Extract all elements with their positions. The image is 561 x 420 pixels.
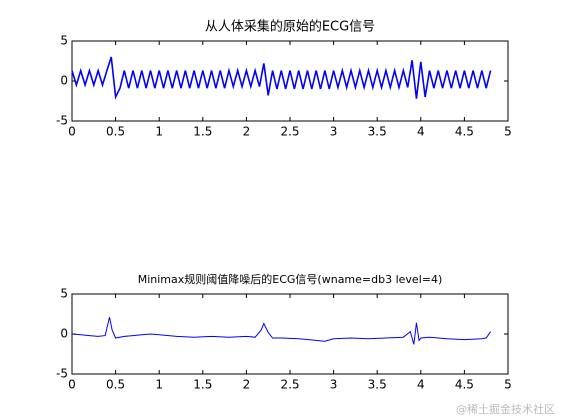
x-tick-label: 1: [155, 125, 163, 139]
x-tick-label: 0.5: [106, 125, 125, 139]
chart-title: 从人体采集的原始的ECG信号: [205, 19, 375, 35]
x-tick-label: 2: [243, 125, 251, 139]
x-tick-label: 3: [330, 125, 338, 139]
signal-line: [71, 56, 492, 100]
x-tick-label: 0.5: [106, 378, 125, 392]
axes-frame: [71, 293, 509, 375]
x-tick-label: 5: [504, 125, 512, 139]
x-tick-label: 2.5: [280, 125, 299, 139]
y-tick-label: -5: [56, 367, 68, 381]
x-tick-label: 2: [243, 378, 251, 392]
x-tick-label: 0: [68, 378, 76, 392]
y-tick-label: -5: [56, 114, 68, 128]
y-tick-label: 5: [60, 34, 68, 48]
x-tick-label: 1.5: [193, 125, 212, 139]
y-tick-label: 0: [60, 327, 68, 341]
x-tick-label: 1.5: [193, 378, 212, 392]
x-tick-label: 3.5: [368, 378, 387, 392]
y-tick-label: 5: [60, 287, 68, 301]
axes-frame: [71, 40, 509, 122]
signal-line: [71, 317, 491, 345]
x-tick-label: 3.5: [368, 125, 387, 139]
x-tick-label: 4.5: [455, 378, 474, 392]
x-tick-label: 2.5: [280, 378, 299, 392]
x-tick-label: 4: [417, 125, 425, 139]
watermark: @稀土掘金技术社区: [456, 402, 555, 416]
x-tick-label: 5: [504, 378, 512, 392]
chart-title: Minimax规则阈值降噪后的ECG信号(wname=db3 level=4): [138, 272, 443, 286]
x-tick-label: 0: [68, 125, 76, 139]
x-tick-label: 1: [155, 378, 163, 392]
x-tick-label: 3: [330, 378, 338, 392]
x-tick-label: 4.5: [455, 125, 474, 139]
x-tick-label: 4: [417, 378, 425, 392]
y-tick-label: 0: [60, 74, 68, 88]
